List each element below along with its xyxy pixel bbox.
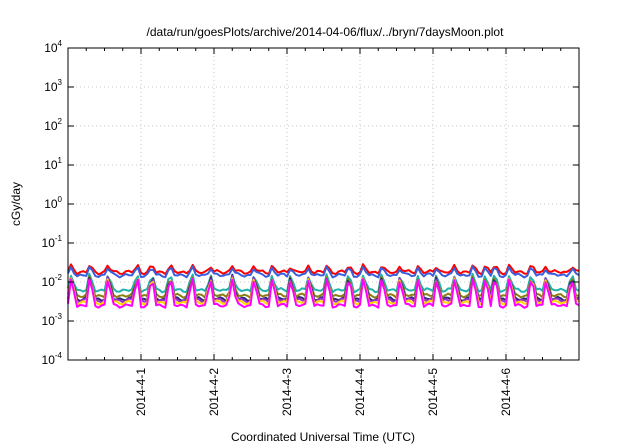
x-tick-labels: 2014-4-1 2014-4-2 2014-4-3 2014-4-4 2014-4-5…	[134, 368, 513, 416]
y-tick-label: 101	[44, 156, 62, 172]
series-layer	[67, 263, 580, 309]
x-tick-label: 2014-4-1	[134, 368, 148, 416]
chart-title: /data/run/goesPlots/archive/2014-04-06/f…	[147, 25, 505, 39]
y-axis-label: cGy/day	[9, 182, 23, 226]
series-line-8	[67, 277, 580, 309]
y-tick-label: 103	[44, 78, 62, 94]
x-tick-label: 2014-4-3	[280, 368, 294, 416]
x-tick-label: 2014-4-6	[499, 368, 513, 416]
grid-layer	[68, 48, 579, 360]
series-line-2	[67, 265, 580, 279]
y-tick-label: 10-2	[42, 273, 63, 289]
y-tick-labels: 10-4 10-3 10-2 10-1 100 101 102 103 104	[42, 39, 63, 367]
y-tick-label: 104	[44, 39, 62, 55]
y-tick-label: 10-3	[42, 312, 63, 328]
y-tick-label: 10-4	[42, 351, 63, 367]
tick-layer	[68, 47, 579, 361]
x-axis-label: Coordinated Universal Time (UTC)	[231, 430, 415, 444]
y-tick-label: 10-1	[42, 234, 63, 250]
y-tick-label: 100	[44, 195, 62, 211]
x-tick-label: 2014-4-2	[207, 368, 221, 416]
x-tick-label: 2014-4-4	[353, 368, 367, 416]
x-tick-label: 2014-4-5	[426, 368, 440, 416]
y-tick-label: 102	[44, 117, 62, 133]
